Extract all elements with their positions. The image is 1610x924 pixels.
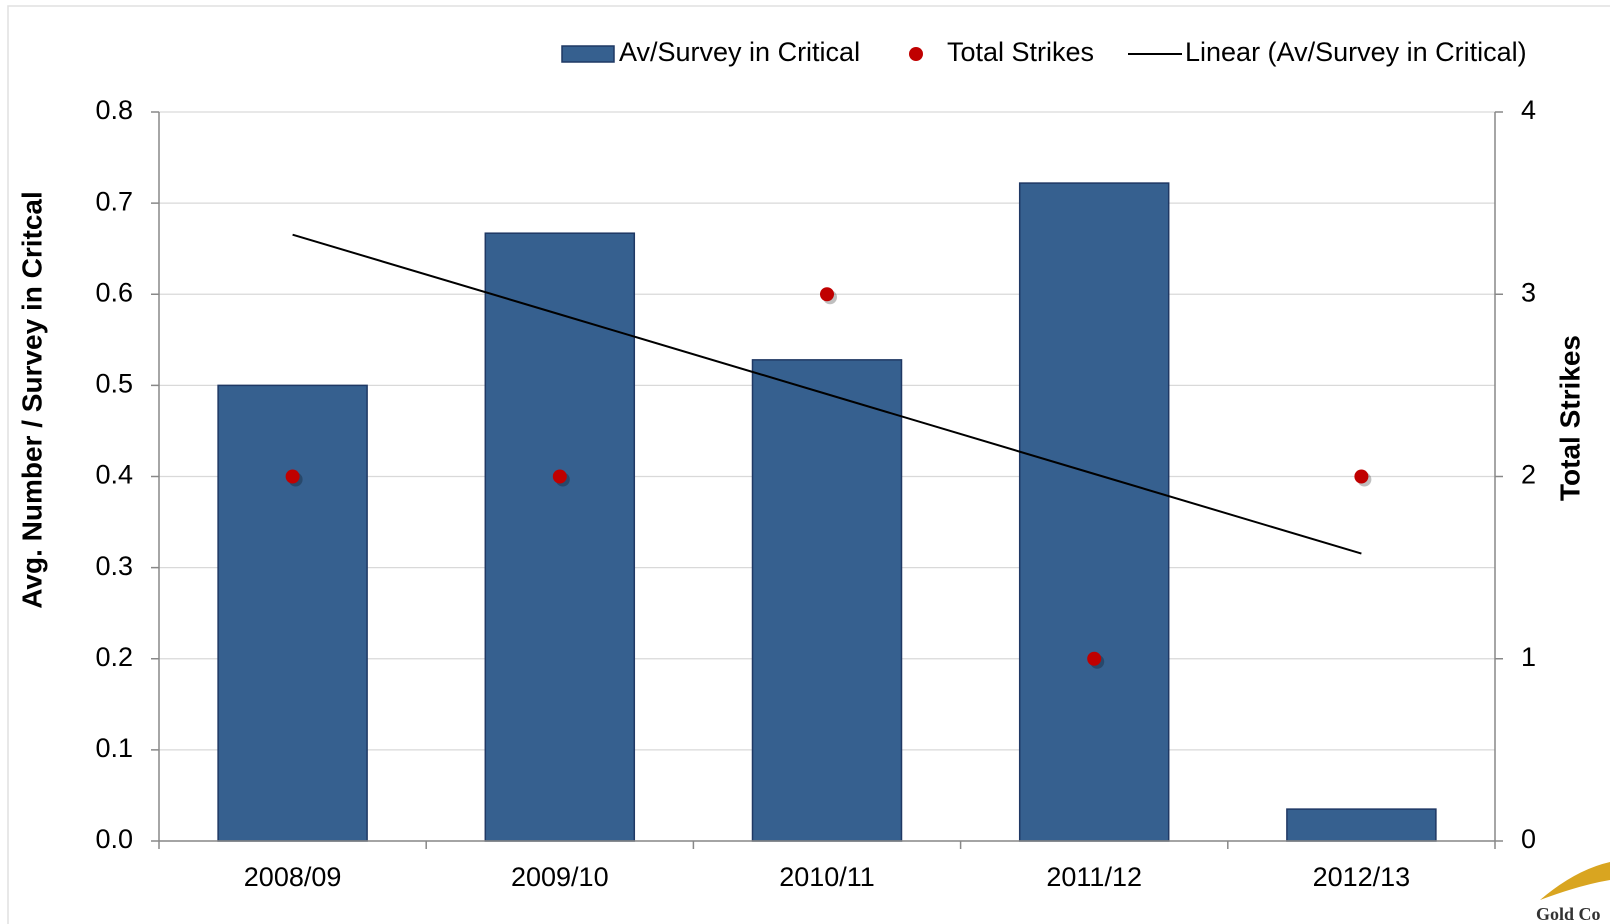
y-tick-label: 0.0 [95, 824, 133, 854]
legend-label: Av/Survey in Critical [619, 37, 860, 67]
logo-text: Gold Co [1536, 904, 1601, 924]
scatter-point [820, 287, 834, 302]
scatter-point [1354, 469, 1369, 484]
y-tick-label: 0.7 [95, 186, 133, 216]
scatter-point [1087, 651, 1102, 666]
x-tick-label: 2009/10 [511, 862, 609, 892]
scatter-point [552, 469, 567, 484]
y2-tick-label: 2 [1521, 460, 1536, 490]
y-axis-title: Avg. Number / Survey in Critcal [16, 191, 47, 609]
y-tick-label: 0.6 [95, 277, 133, 307]
legend-swatch [561, 45, 615, 63]
y2-axis-title: Total Strikes [1554, 335, 1585, 501]
bar [1018, 182, 1170, 842]
bar [484, 232, 636, 842]
scatter-point [285, 469, 300, 484]
legend-label: Total Strikes [947, 37, 1094, 67]
trendline [292, 233, 1362, 555]
x-tick-label: 2011/12 [1046, 862, 1142, 892]
bar [1286, 808, 1437, 842]
chart-frame [7, 5, 1610, 924]
y2-tick-label: 4 [1521, 95, 1536, 125]
legend-swatch [909, 47, 923, 61]
logo-mark [1540, 862, 1610, 900]
y-tick-label: 0.2 [95, 642, 133, 672]
y-tick-label: 0.5 [95, 369, 133, 399]
y-tick-label: 0.8 [95, 95, 133, 125]
bar [217, 384, 368, 842]
x-tick-label: 2010/11 [779, 862, 875, 892]
legend-label: Linear (Av/Survey in Critical) [1185, 37, 1527, 67]
y2-tick-label: 3 [1521, 277, 1536, 307]
y-tick-label: 0.3 [95, 551, 133, 581]
y-tick-label: 0.4 [95, 460, 133, 490]
y-tick-label: 0.1 [95, 733, 133, 763]
y2-tick-label: 0 [1521, 824, 1536, 854]
x-tick-label: 2012/13 [1313, 862, 1411, 892]
bar [751, 359, 903, 842]
x-tick-label: 2008/09 [244, 862, 342, 892]
y2-tick-label: 1 [1521, 642, 1536, 672]
